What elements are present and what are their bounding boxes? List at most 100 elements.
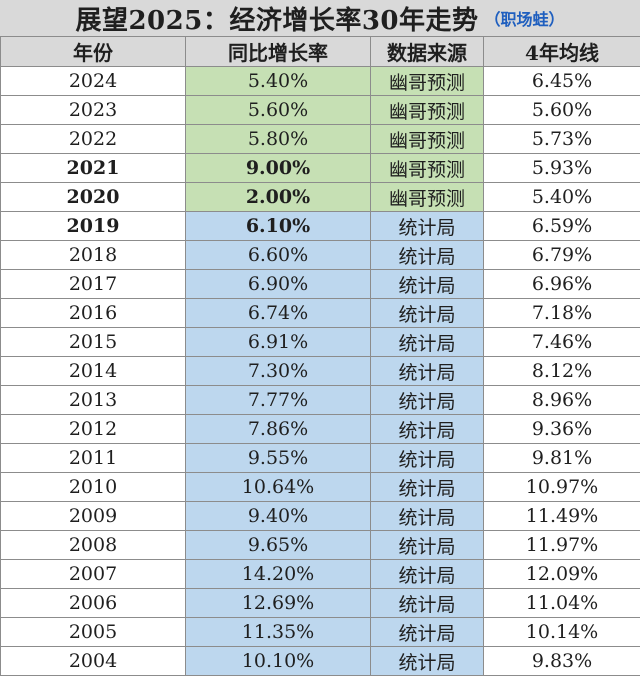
year-cell: 2014: [1, 357, 186, 386]
growth-rate-cell: 11.35%: [186, 618, 371, 647]
growth-rate-cell: 6.91%: [186, 328, 371, 357]
page-subtitle: （职场蛙）: [485, 6, 565, 30]
growth-rate-cell: 9.40%: [186, 502, 371, 531]
avg4-cell: 12.09%: [484, 560, 640, 589]
data-source-cell: 统计局: [371, 473, 484, 502]
growth-rate-cell: 5.60%: [186, 96, 371, 125]
data-source-cell: 幽哥预测: [371, 183, 484, 212]
growth-rate-cell: 14.20%: [186, 560, 371, 589]
data-source-cell: 幽哥预测: [371, 154, 484, 183]
avg4-cell: 8.96%: [484, 386, 640, 415]
year-cell: 2013: [1, 386, 186, 415]
data-source-cell: 统计局: [371, 386, 484, 415]
growth-rate-cell: 7.77%: [186, 386, 371, 415]
growth-rate-cell: 2.00%: [186, 183, 371, 212]
data-source-cell: 统计局: [371, 357, 484, 386]
page-title: 展望2025：经济增长率30年走势: [75, 0, 478, 37]
data-source-cell: 幽哥预测: [371, 125, 484, 154]
data-source-cell: 统计局: [371, 415, 484, 444]
data-source-cell: 统计局: [371, 241, 484, 270]
year-cell: 2024: [1, 67, 186, 96]
data-source-cell: 统计局: [371, 328, 484, 357]
avg4-cell: 5.60%: [484, 96, 640, 125]
year-cell: 2017: [1, 270, 186, 299]
avg4-cell: 11.49%: [484, 502, 640, 531]
year-cell: 2022: [1, 125, 186, 154]
growth-rate-cell: 5.40%: [186, 67, 371, 96]
avg4-cell: 9.83%: [484, 647, 640, 676]
data-source-cell: 统计局: [371, 270, 484, 299]
avg4-cell: 7.46%: [484, 328, 640, 357]
data-source-cell: 统计局: [371, 618, 484, 647]
data-source-cell: 统计局: [371, 444, 484, 473]
avg4-cell: 5.73%: [484, 125, 640, 154]
data-source-cell: 统计局: [371, 299, 484, 328]
data-source-cell: 统计局: [371, 212, 484, 241]
year-cell: 2015: [1, 328, 186, 357]
growth-rate-cell: 9.55%: [186, 444, 371, 473]
growth-rate-cell: 10.64%: [186, 473, 371, 502]
avg4-cell: 6.79%: [484, 241, 640, 270]
year-cell: 2005: [1, 618, 186, 647]
avg4-cell: 6.45%: [484, 67, 640, 96]
growth-rate-cell: 9.65%: [186, 531, 371, 560]
title-bar: 展望2025：经济增长率30年走势 （职场蛙）: [0, 0, 640, 37]
header-growth-rate: 同比增长率: [186, 37, 371, 67]
avg4-cell: 9.81%: [484, 444, 640, 473]
header-4yr-average: 4年均线: [484, 37, 640, 67]
year-cell: 2021: [1, 154, 186, 183]
avg4-cell: 5.40%: [484, 183, 640, 212]
year-cell: 2023: [1, 96, 186, 125]
year-cell: 2007: [1, 560, 186, 589]
year-cell: 2010: [1, 473, 186, 502]
data-source-cell: 统计局: [371, 502, 484, 531]
growth-rate-cell: 12.69%: [186, 589, 371, 618]
year-cell: 2009: [1, 502, 186, 531]
year-cell: 2019: [1, 212, 186, 241]
growth-rate-cell: 7.86%: [186, 415, 371, 444]
year-cell: 2018: [1, 241, 186, 270]
header-data-source: 数据来源: [371, 37, 484, 67]
data-source-cell: 统计局: [371, 589, 484, 618]
data-source-cell: 幽哥预测: [371, 96, 484, 125]
year-cell: 2012: [1, 415, 186, 444]
avg4-cell: 7.18%: [484, 299, 640, 328]
avg4-cell: 10.97%: [484, 473, 640, 502]
year-cell: 2004: [1, 647, 186, 676]
avg4-cell: 6.96%: [484, 270, 640, 299]
avg4-cell: 11.04%: [484, 589, 640, 618]
data-source-cell: 幽哥预测: [371, 67, 484, 96]
data-source-cell: 统计局: [371, 531, 484, 560]
growth-rate-cell: 7.30%: [186, 357, 371, 386]
avg4-cell: 5.93%: [484, 154, 640, 183]
header-row: 年份 同比增长率 数据来源 4年均线: [1, 37, 640, 67]
year-cell: 2008: [1, 531, 186, 560]
avg4-cell: 9.36%: [484, 415, 640, 444]
avg4-cell: 10.14%: [484, 618, 640, 647]
growth-rate-cell: 5.80%: [186, 125, 371, 154]
growth-rate-cell: 6.60%: [186, 241, 371, 270]
growth-rate-cell: 6.10%: [186, 212, 371, 241]
growth-rate-cell: 9.00%: [186, 154, 371, 183]
header-year: 年份: [1, 37, 186, 67]
